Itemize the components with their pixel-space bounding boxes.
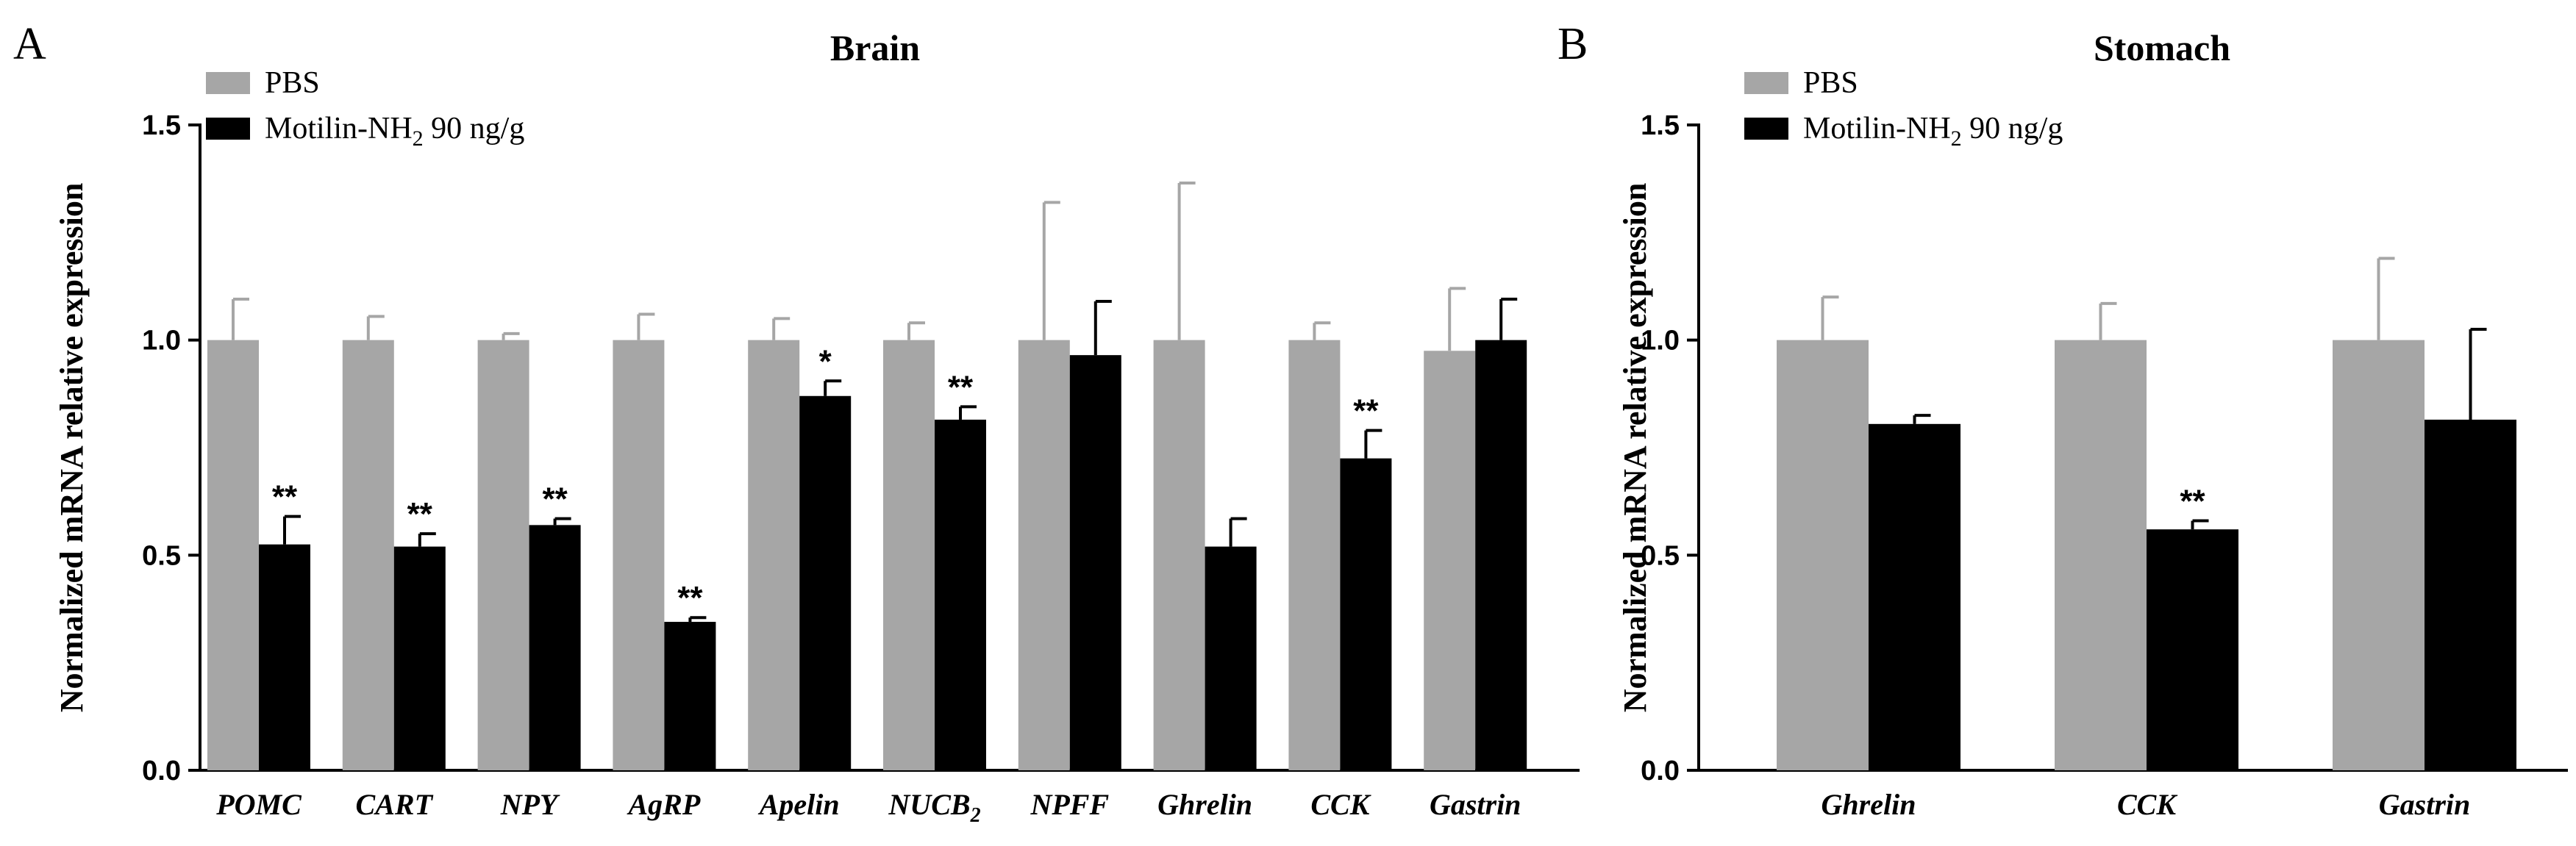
panel-b-y-tick-label: 0.0: [1641, 756, 1680, 786]
panel-a-x-tick-text: AgRP: [627, 788, 701, 821]
panel-a-significance-nucb2: **: [948, 369, 974, 405]
panel-a-x-tick-text: NPY: [500, 788, 560, 821]
panel-b-x-tick-label-cck: CCK: [2117, 788, 2177, 821]
panel-b-legend-label-pbs: PBS: [1803, 66, 1858, 100]
panel-a-y-tick-label: 0.0: [142, 756, 181, 786]
panel-a-bar-pbs-npff: [1018, 340, 1070, 771]
panel-b-bar-pbs-ghrelin: [1777, 340, 1869, 771]
panel-b-legend: PBS Motilin-NH2 90 ng/g: [1744, 66, 2063, 151]
panel-a-x-tick-text: Ghrelin: [1157, 788, 1252, 821]
panel-a-x-tick-label-nucb2: NUCB2: [888, 788, 980, 827]
panel-a-x-tick-text: CART: [356, 788, 434, 821]
panel-a-bar-pbs-cart: [342, 340, 394, 771]
panel-b-title: Stomach: [2094, 27, 2230, 68]
panel-a-legend-text: Motilin-NH: [265, 112, 413, 146]
panel-a-significance-cck: **: [1353, 393, 1379, 429]
panel-a-bar-motilin-gastrin: [1475, 340, 1527, 771]
panel-a-significance-agrp: **: [677, 580, 703, 616]
panel-b-legend-text: Motilin-NH: [1803, 112, 1951, 146]
panel-a-bar-motilin-apelin: [799, 395, 852, 770]
panel-a-x-tick-label-gastrin: Gastrin: [1430, 788, 1521, 821]
panel-a-x-tick-text: Apelin: [757, 788, 840, 821]
panel-a-x-tick-label-cart: CART: [356, 788, 434, 821]
panel-a-x-tick-label-pomc: POMC: [215, 788, 302, 821]
panel-b-y-tick-label: 1.5: [1641, 110, 1680, 141]
panel-a-bar-motilin-pomc: [259, 544, 310, 770]
panel-b-bar-motilin-cck: [2147, 529, 2238, 770]
panel-a-legend-text: 90 ng/g: [424, 112, 525, 146]
panel-b-bar-motilin-gastrin: [2425, 419, 2516, 770]
panel-b-x-tick-text: CCK: [2117, 788, 2177, 821]
panel-a-significance-apelin: *: [819, 343, 832, 379]
panel-a-x-tick-label-ghrelin: Ghrelin: [1157, 788, 1252, 821]
panel-a-x-tick-text: POMC: [215, 788, 302, 821]
panel-b-x-tick-text: Gastrin: [2379, 788, 2471, 821]
panel-a-y-tick-label: 0.5: [142, 540, 181, 571]
panel-a-bar-motilin-nucb2: [935, 419, 986, 770]
panel-a-bar-motilin-agrp: [664, 622, 716, 770]
panel-a-legend: PBS Motilin-NH2 90 ng/g: [206, 66, 524, 151]
panel-b-letter: B: [1558, 19, 1588, 69]
panel-a-bar-pbs-cck: [1288, 340, 1341, 771]
panel-a-title: Brain: [830, 27, 920, 68]
panel-a-y-tick-label: 1.5: [142, 110, 181, 141]
panel-b-legend-text: 90 ng/g: [1962, 112, 2063, 146]
panel-b-bar-motilin-ghrelin: [1869, 423, 1960, 770]
panel-a-bar-pbs-ghrelin: [1153, 340, 1205, 771]
panel-b-bar-pbs-gastrin: [2333, 340, 2425, 771]
panel-a-x-tick-text: NUCB: [888, 788, 970, 821]
panel-b-y-axis-label: Normalized mRNA relative expression: [1617, 183, 1653, 713]
panel-a-legend-label-motilin: Motilin-NH2 90 ng/g: [265, 112, 524, 151]
panel-a-bar-pbs-pomc: [207, 340, 259, 771]
panel-b-bar-pbs-cck: [2055, 340, 2147, 771]
panel-b-chart: B Stomach Normalized mRNA relative express…: [1558, 19, 2568, 821]
panel-b-y-tick-label: 1.0: [1641, 326, 1680, 356]
panel-a-bar-motilin-cart: [393, 546, 446, 770]
panel-a-legend-swatch-pbs: [206, 72, 250, 94]
panel-a-bar-pbs-agrp: [613, 340, 665, 771]
panel-a-x-tick-label-npy: NPY: [500, 788, 560, 821]
panel-b-legend-label-motilin: Motilin-NH2 90 ng/g: [1803, 112, 2063, 151]
panel-a-legend-subscript: 2: [413, 126, 424, 151]
panel-a-x-tick-label-agrp: AgRP: [627, 788, 701, 821]
panel-a-x-tick-text: NPFF: [1030, 788, 1109, 821]
panel-a-y-tick-label: 1.0: [142, 326, 181, 356]
panel-b-legend-swatch-motilin: [1744, 118, 1788, 140]
panel-a-x-tick-text: Gastrin: [1430, 788, 1521, 821]
panel-a-x-tick-label-npff: NPFF: [1030, 788, 1109, 821]
panel-a-bar-pbs-gastrin: [1424, 351, 1476, 770]
panel-a-x-tick-label-cck: CCK: [1310, 788, 1371, 821]
panel-a-bar-motilin-npy: [529, 525, 581, 770]
panel-a-letter: A: [13, 19, 46, 69]
panel-a-y-axis-label: Normalized mRNA relative expression: [54, 183, 90, 713]
panel-a-bar-motilin-cck: [1340, 458, 1392, 770]
panel-a-x-tick-text: CCK: [1310, 788, 1371, 821]
panel-a-x-tick-subscript: 2: [970, 804, 981, 827]
panel-a-x-tick-label-apelin: Apelin: [757, 788, 840, 821]
panel-b-significance-cck: **: [2180, 484, 2205, 520]
panel-b-y-tick-label: 0.5: [1641, 540, 1680, 571]
panel-a-bar-pbs-npy: [477, 340, 529, 771]
panel-a-bar-motilin-npff: [1069, 355, 1121, 770]
panel-b-legend-swatch-pbs: [1744, 72, 1788, 94]
panel-b-x-tick-label-gastrin: Gastrin: [2379, 788, 2471, 821]
panel-a-legend-label-pbs: PBS: [265, 66, 320, 100]
panel-a-bar-motilin-ghrelin: [1205, 546, 1257, 770]
panel-a-significance-pomc: **: [272, 479, 298, 515]
panel-b-legend-subscript: 2: [1951, 126, 1962, 151]
panel-a-chart: A Brain Normalized mRNA relative expressio…: [13, 19, 1580, 827]
panel-a-bar-pbs-nucb2: [883, 340, 935, 771]
panel-a-bar-pbs-apelin: [748, 340, 800, 771]
panel-a-significance-npy: **: [542, 481, 568, 517]
panel-b-x-tick-label-ghrelin: Ghrelin: [1822, 788, 1916, 821]
panel-a-significance-cart: **: [407, 496, 433, 532]
panel-b-x-tick-text: Ghrelin: [1822, 788, 1916, 821]
panel-a-legend-swatch-motilin: [206, 118, 250, 140]
